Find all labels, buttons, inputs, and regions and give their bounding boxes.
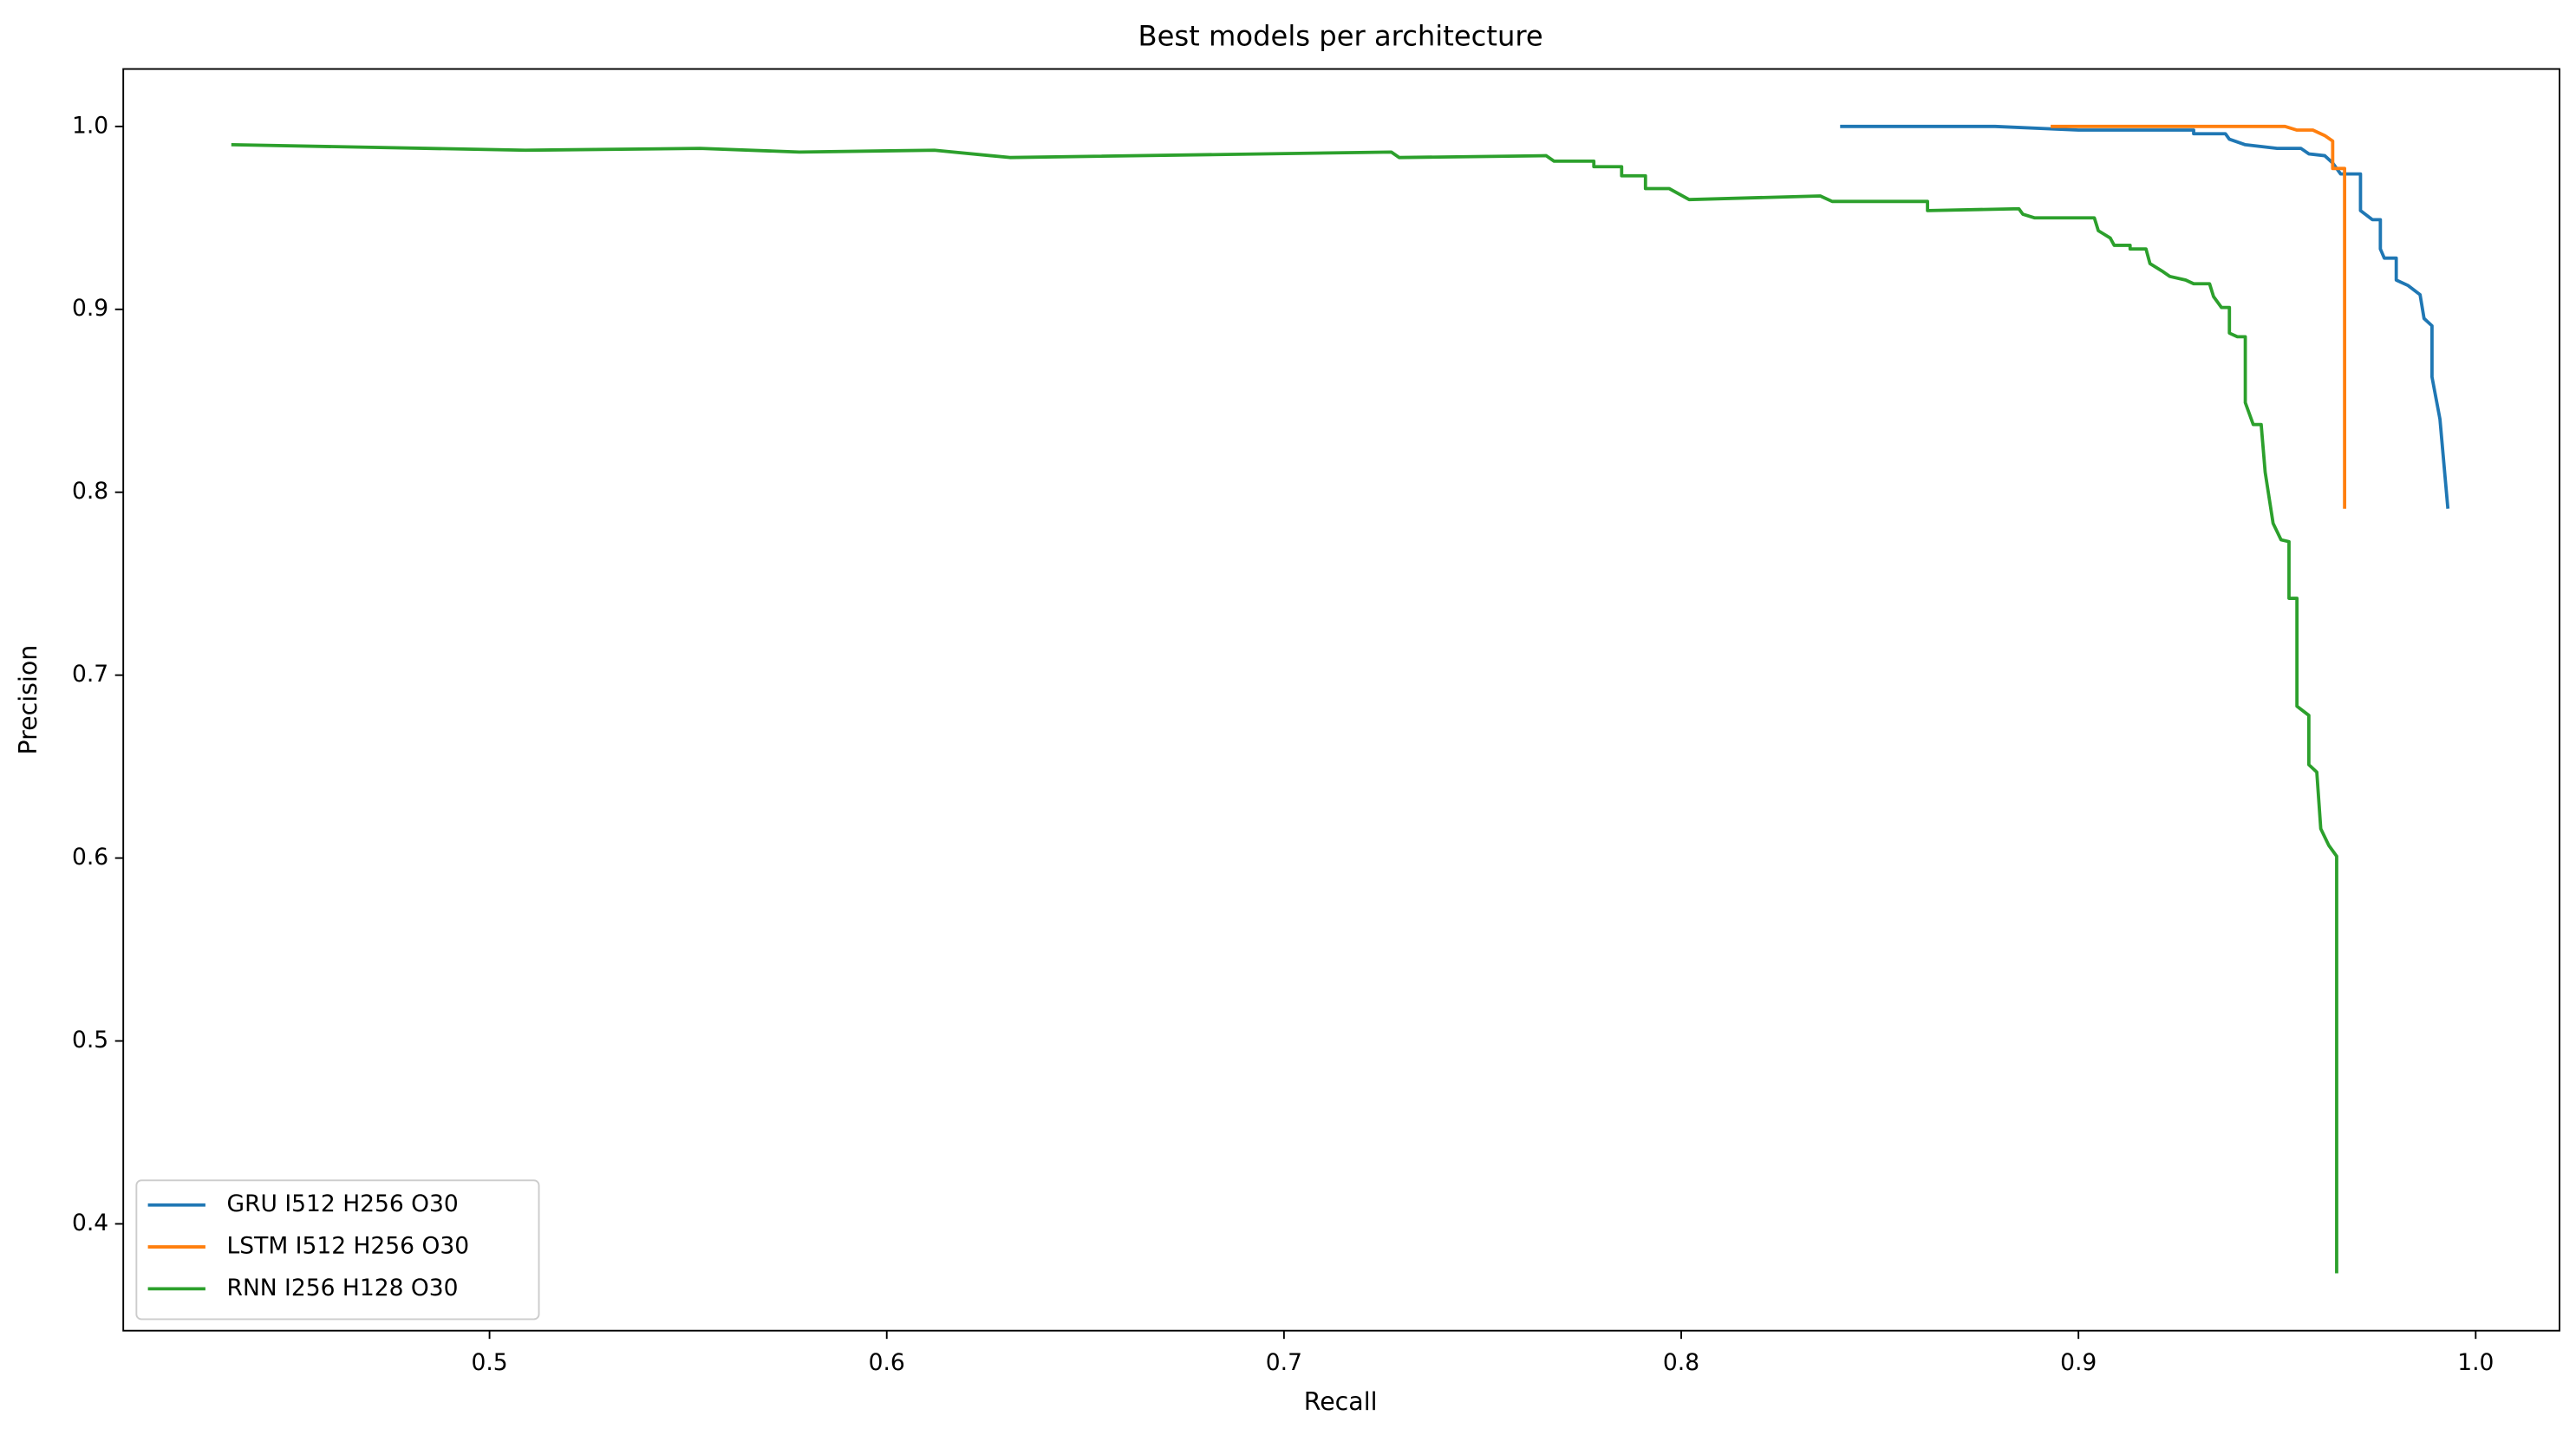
legend-box [135, 1179, 540, 1321]
series-line [2051, 124, 2347, 509]
legend-label: RNN I256 H128 O30 [227, 1275, 459, 1301]
plot-frame [122, 68, 2560, 1332]
x-tick-label: 0.9 [2060, 1349, 2097, 1376]
y-tick-label: 1.0 [72, 112, 108, 139]
y-tick-label: 0.6 [72, 844, 108, 871]
series-line [231, 143, 2338, 1274]
series-line [1840, 124, 2450, 509]
y-tick-label: 0.7 [72, 661, 108, 688]
legend-label: LSTM I512 H256 O30 [227, 1233, 470, 1260]
x-tick-label: 0.7 [1266, 1349, 1302, 1376]
chart-title: Best models per architecture [1138, 20, 1543, 53]
y-axis-label: Precision [14, 645, 42, 755]
y-tick-label: 0.9 [72, 295, 108, 322]
x-tick-label: 0.5 [471, 1349, 507, 1376]
y-tick-label: 0.4 [72, 1210, 108, 1236]
y-tick-label: 0.5 [72, 1027, 108, 1053]
y-tick-label: 0.8 [72, 478, 108, 505]
x-axis-label: Recall [1304, 1387, 1378, 1416]
x-tick-label: 0.6 [869, 1349, 905, 1376]
x-tick-label: 1.0 [2457, 1349, 2494, 1376]
x-tick-label: 0.8 [1663, 1349, 1699, 1376]
legend-label: GRU I512 H256 O30 [227, 1190, 459, 1217]
